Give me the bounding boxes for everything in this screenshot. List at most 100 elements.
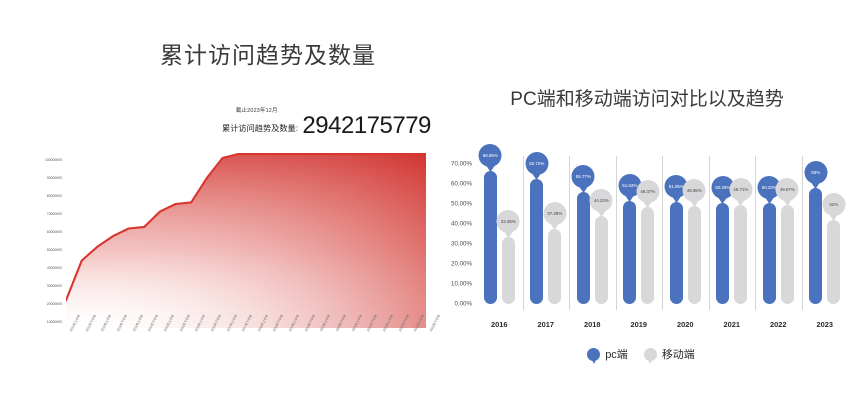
- legend-item-mobile[interactable]: 移动端: [643, 346, 695, 362]
- bar-column-mobile[interactable]: 49.67%: [775, 150, 799, 318]
- bar-column-pc[interactable]: 55.77%: [571, 150, 595, 318]
- bar-chart-groups: 66.65% 33.35% 62.72% 37.28% 55.77% 44.23% 51.6…: [476, 143, 849, 318]
- bar-group: 51.05% 48.95%: [662, 150, 709, 318]
- left-chart-title: 累计访问趋势及数量: [160, 42, 376, 68]
- area-y-tick: 70000000: [46, 212, 62, 216]
- area-chart-plot: [66, 152, 426, 328]
- bar-column-pc[interactable]: 50.33%: [757, 150, 781, 318]
- bar-value-balloon-pc: 62.72%: [525, 151, 549, 175]
- bar-pc[interactable]: [530, 178, 544, 304]
- bar-pc[interactable]: [809, 188, 823, 304]
- bar-group: 50.33% 49.67%: [755, 150, 802, 318]
- bar-mobile[interactable]: [687, 206, 701, 304]
- bar-value-label: 51.05%: [668, 183, 684, 189]
- bar-column-mobile[interactable]: 44.23%: [589, 150, 613, 318]
- bar-value-label: 48.37%: [640, 189, 656, 195]
- bar-value-label: 50.29%: [715, 185, 731, 191]
- bar-chart-x-axis: 2016 2017 2018 2019 2020 2021 2022 2023: [476, 320, 848, 329]
- bar-value-balloon-pc: 50.29%: [711, 176, 735, 200]
- area-chart-svg: [66, 152, 426, 328]
- cumulative-visits-panel: 累计访问趋势及数量 截止2023年12月 累计访问趋势及数量: 29421757…: [14, 42, 441, 332]
- area-y-tick: 20000000: [46, 302, 62, 306]
- bar-column-mobile[interactable]: 48.95%: [682, 150, 706, 318]
- bar-column-mobile[interactable]: 42%: [822, 150, 846, 318]
- bar-value-label: 37.28%: [547, 211, 563, 217]
- bar-x-tick: 2020: [677, 320, 694, 329]
- bar-pc[interactable]: [716, 203, 730, 304]
- bar-pair: 58% 42%: [802, 150, 849, 318]
- pc-mobile-panel: PC端和移动端访问对比以及趋势 70.00% 60.00% 50.00% 40.00%…: [430, 0, 852, 411]
- bar-value-label: 44.23%: [593, 197, 609, 203]
- bar-mobile[interactable]: [641, 207, 655, 304]
- bar-pair: 66.65% 33.35%: [476, 143, 523, 318]
- bar-value-label: 58%: [811, 170, 821, 175]
- bar-mobile[interactable]: [594, 215, 608, 304]
- bar-column-pc[interactable]: 66.65%: [478, 143, 502, 318]
- bar-value-balloon-mobile: 49.67%: [775, 177, 799, 201]
- bar-value-balloon-mobile: 44.23%: [589, 188, 613, 212]
- bar-x-tick: 2022: [770, 320, 787, 329]
- bar-y-tick: 40.00%: [451, 220, 472, 228]
- bar-value-label: 66.65%: [482, 152, 498, 158]
- area-chart-y-axis: 100000000 90000000 80000000 70000000 6000000…: [14, 152, 64, 328]
- bar-x-tick: 2016: [491, 320, 508, 329]
- callout-subtitle: 截止2023年12月: [236, 108, 278, 114]
- bar-value-balloon-mobile: 48.95%: [682, 179, 706, 203]
- bar-mobile[interactable]: [780, 204, 794, 304]
- bar-pair: 51.05% 48.95%: [662, 150, 709, 318]
- bar-mobile[interactable]: [734, 204, 748, 304]
- bar-y-tick: 0.00%: [454, 300, 472, 308]
- bar-y-tick: 30.00%: [451, 240, 472, 248]
- bar-column-pc[interactable]: 51.63%: [618, 150, 642, 318]
- bar-x-tick: 2023: [816, 320, 833, 329]
- bar-group: 55.77% 44.23%: [569, 150, 616, 318]
- legend-item-pc[interactable]: pc端: [587, 346, 628, 362]
- bar-value-label: 33.35%: [500, 219, 516, 225]
- bar-x-tick: 2018: [584, 320, 601, 329]
- right-chart-title: PC端和移动端访问对比以及趋势: [510, 89, 784, 110]
- bar-y-tick: 70.00%: [451, 160, 472, 168]
- bar-column-mobile[interactable]: 49.71%: [729, 150, 753, 318]
- area-y-tick: 10000000: [46, 320, 62, 324]
- bar-pair: 62.72% 37.28%: [523, 150, 570, 318]
- bar-value-balloon-mobile: 42%: [822, 193, 846, 216]
- area-y-tick: 30000000: [46, 284, 62, 288]
- bar-y-tick: 50.00%: [451, 200, 472, 208]
- bar-group: 62.72% 37.28%: [522, 150, 570, 318]
- bar-value-label: 62.72%: [529, 160, 545, 166]
- bar-pc[interactable]: [623, 200, 637, 304]
- bar-column-pc[interactable]: 58%: [804, 150, 828, 318]
- bar-group: 58% 42%: [801, 150, 849, 318]
- bar-column-mobile[interactable]: 33.35%: [496, 150, 520, 318]
- callout-value: 2942175779: [302, 112, 431, 139]
- bar-pc[interactable]: [762, 203, 776, 304]
- bar-pair: 50.29% 49.71%: [709, 150, 756, 318]
- bar-mobile[interactable]: [501, 237, 515, 304]
- bar-mobile[interactable]: [827, 220, 841, 304]
- bar-column-mobile[interactable]: 48.37%: [636, 150, 660, 318]
- cumulative-total-callout: 截止2023年12月 累计访问趋势及数量: 2942175779: [222, 108, 431, 140]
- bar-pc[interactable]: [576, 192, 590, 304]
- bar-x-tick: 2021: [723, 320, 740, 329]
- area-y-tick: 80000000: [46, 194, 62, 198]
- bar-y-tick: 60.00%: [451, 180, 472, 188]
- bar-chart: 70.00% 60.00% 50.00% 40.00% 30.00% 20.00% 10.0…: [430, 143, 852, 361]
- bar-column-pc[interactable]: 51.05%: [664, 150, 688, 318]
- bar-value-label: 51.63%: [622, 182, 638, 188]
- legend-marker-mobile-icon: [643, 347, 657, 361]
- bar-group: 51.63% 48.37%: [615, 150, 663, 318]
- area-y-tick: 60000000: [46, 230, 62, 234]
- bar-mobile[interactable]: [548, 229, 562, 304]
- bar-value-balloon-mobile: 49.71%: [729, 177, 753, 201]
- bar-column-pc[interactable]: 50.29%: [711, 150, 735, 318]
- bar-y-tick: 10.00%: [451, 280, 472, 288]
- bar-pc[interactable]: [483, 170, 497, 304]
- bar-column-mobile[interactable]: 37.28%: [543, 150, 567, 318]
- legend-label-pc: pc端: [605, 349, 628, 361]
- area-chart: 100000000 90000000 80000000 70000000 6000000…: [14, 152, 441, 332]
- bar-column-pc[interactable]: 62.72%: [525, 150, 549, 318]
- bar-x-tick: 2017: [537, 320, 554, 329]
- bar-value-label: 49.67%: [779, 186, 795, 192]
- bar-pc[interactable]: [669, 201, 683, 304]
